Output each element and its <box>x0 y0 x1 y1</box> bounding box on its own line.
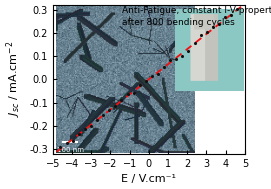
Point <box>229 13 233 16</box>
Point <box>101 114 105 117</box>
Point <box>235 7 239 10</box>
Point <box>77 133 81 136</box>
Point <box>180 54 185 57</box>
Point <box>89 124 93 127</box>
Point <box>198 34 203 37</box>
Point <box>192 41 197 44</box>
Point <box>223 16 227 19</box>
Point <box>205 31 209 34</box>
Point <box>150 75 154 78</box>
Point <box>162 66 166 69</box>
Point <box>107 109 111 112</box>
Point <box>211 25 215 28</box>
Y-axis label: $J_{sc}$ / mA.cm$^{-2}$: $J_{sc}$ / mA.cm$^{-2}$ <box>5 41 24 117</box>
Point <box>144 80 148 83</box>
Point <box>119 99 124 102</box>
Point <box>83 127 87 130</box>
Point <box>95 118 99 121</box>
Point <box>113 104 117 107</box>
X-axis label: E / V.cm⁻¹: E / V.cm⁻¹ <box>121 174 176 184</box>
Point <box>131 91 136 94</box>
Point <box>156 72 160 75</box>
Text: Anti-Fatigue, constant I-V property
after 800 bending cycles: Anti-Fatigue, constant I-V property afte… <box>122 6 271 27</box>
Point <box>186 49 191 52</box>
Point <box>58 146 63 149</box>
Point <box>137 84 142 87</box>
Point <box>70 140 75 143</box>
Point <box>217 22 221 26</box>
Point <box>174 58 178 61</box>
Point <box>64 142 69 145</box>
Point <box>125 93 130 96</box>
Point <box>168 59 172 62</box>
